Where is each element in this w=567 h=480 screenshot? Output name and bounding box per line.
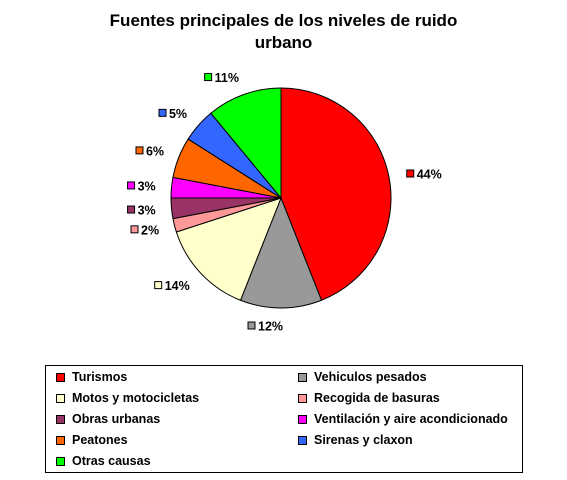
svg-text:6%: 6% bbox=[146, 144, 164, 158]
legend-label: Recogida de basuras bbox=[314, 391, 440, 405]
legend-swatch bbox=[56, 456, 65, 466]
data-label-obras-urbanas: 3% bbox=[127, 204, 156, 218]
svg-text:11%: 11% bbox=[215, 71, 239, 85]
legend-label: Peatones bbox=[72, 433, 128, 447]
legend-item-recogida-de-basuras: Recogida de basuras bbox=[298, 390, 440, 406]
legend-swatch bbox=[56, 435, 65, 445]
pie-slice-otras-causas bbox=[210, 87, 282, 200]
data-label-ventilacion-y-aire-acondicionado: 3% bbox=[127, 179, 156, 193]
legend-label: Motos y motocicletas bbox=[72, 391, 200, 405]
legend-item-vehiculos-pesados: Vehiculos pesados bbox=[298, 369, 427, 385]
legend-swatch bbox=[298, 372, 307, 382]
svg-text:5%: 5% bbox=[169, 107, 187, 121]
legend-label: Vehiculos pesados bbox=[314, 370, 427, 384]
chart-title: Fuentes principales de los niveles de ru… bbox=[0, 10, 567, 54]
legend-label: Sirenas y claxon bbox=[314, 433, 413, 447]
svg-text:2%: 2% bbox=[141, 223, 159, 237]
legend-label: Ventilación y aire acondicionado bbox=[314, 412, 508, 426]
legend-item-turismos: Turismos bbox=[56, 369, 127, 385]
chart-legend: Turismos Vehiculos pesados Motos y motocic… bbox=[45, 365, 523, 473]
legend-item-ventilacion-y-aire-acondicionado: Ventilación y aire acondicionado bbox=[298, 411, 508, 427]
legend-item-obras-urbanas: Obras urbanas bbox=[56, 411, 160, 427]
data-label-vehiculos-pesados: 12% bbox=[247, 320, 283, 334]
legend-swatch bbox=[56, 372, 65, 382]
legend-swatch bbox=[298, 435, 307, 445]
pie-slice-vehiculos-pesados bbox=[239, 196, 323, 309]
data-label-motos-y-motocicletas: 14% bbox=[154, 279, 190, 293]
legend-label: Otras causas bbox=[72, 454, 151, 468]
legend-swatch bbox=[298, 393, 307, 403]
svg-text:14%: 14% bbox=[165, 279, 190, 293]
svg-text:3%: 3% bbox=[138, 179, 156, 193]
svg-text:12%: 12% bbox=[258, 320, 283, 334]
data-label-peatones: 6% bbox=[135, 144, 164, 158]
legend-item-otras-causas: Otras causas bbox=[56, 453, 151, 469]
legend-swatch bbox=[56, 393, 65, 403]
legend-swatch bbox=[298, 414, 307, 424]
legend-label: Obras urbanas bbox=[72, 412, 161, 426]
chart-title-line-2: urbano bbox=[254, 33, 313, 52]
legend-item-motos-y-motocicletas: Motos y motocicletas bbox=[56, 390, 199, 406]
svg-text:44%: 44% bbox=[417, 168, 442, 182]
data-label-turismos: 44% bbox=[406, 168, 442, 182]
data-label-recogida-de-basuras: 2% bbox=[130, 223, 159, 237]
pie-slice-turismos bbox=[280, 87, 392, 301]
data-label-sirenas-y-claxon: 5% bbox=[158, 107, 187, 121]
chart-title-line-1: Fuentes principales de los niveles de ru… bbox=[109, 11, 458, 30]
legend-item-peatones: Peatones bbox=[56, 432, 128, 448]
pie-chart: 44% 12% 14% 2% 3% 3% 6% 5% 11% bbox=[127, 71, 442, 334]
data-label-otras-causas: 11% bbox=[204, 71, 239, 85]
legend-swatch bbox=[56, 414, 65, 424]
legend-item-sirenas-y-claxon: Sirenas y claxon bbox=[298, 432, 413, 448]
svg-text:3%: 3% bbox=[138, 204, 156, 218]
legend-label: Turismos bbox=[72, 370, 128, 384]
